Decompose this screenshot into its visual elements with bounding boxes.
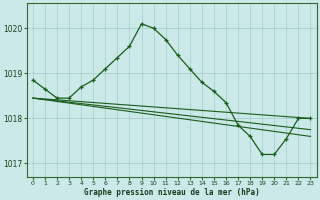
X-axis label: Graphe pression niveau de la mer (hPa): Graphe pression niveau de la mer (hPa) bbox=[84, 188, 260, 197]
